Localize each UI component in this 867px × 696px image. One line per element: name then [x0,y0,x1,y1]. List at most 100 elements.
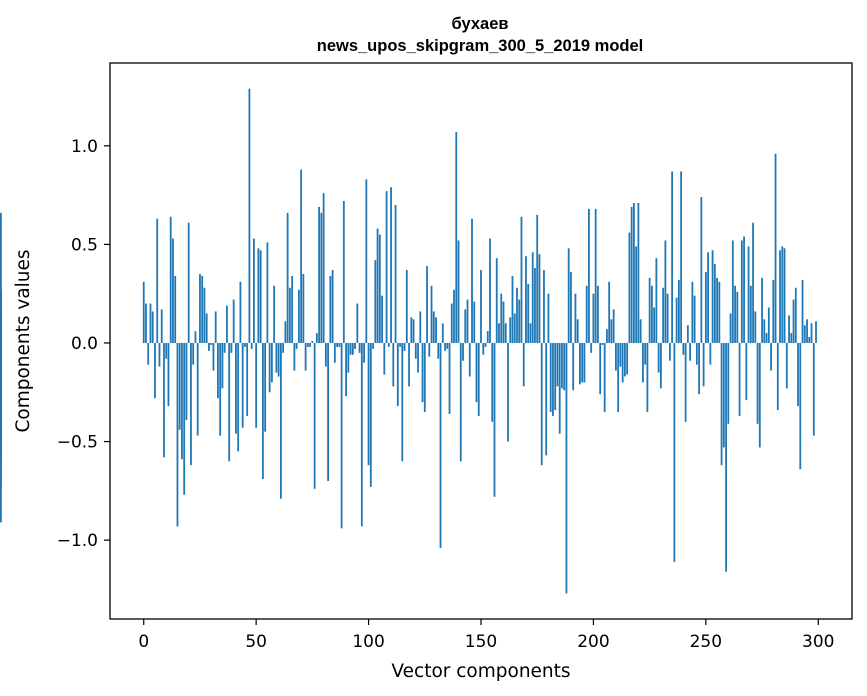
bar-component-151 [482,342,485,355]
plot-frame [109,62,853,620]
bar-component-152 [484,342,487,347]
bar-component-11 [167,342,170,407]
bar-component-217 [630,206,633,343]
bar-component-211 [617,342,620,412]
bar-component-150 [480,270,482,343]
bar-component-215 [626,342,629,375]
bar-component-133 [441,323,444,343]
bar-component-86 [336,342,338,347]
bar-component-77 [315,333,318,343]
bar-component-145 [468,342,471,377]
bar-component-6 [156,218,159,343]
bar-component-238 [677,279,680,343]
bar-component-299 [815,321,817,343]
bar-component-78 [318,206,321,343]
bar-component-232 [664,240,667,343]
bar-component-288 [790,333,793,343]
bar-component-174 [534,268,536,343]
bar-component-178 [543,270,545,343]
bar-component-40 [232,299,235,343]
bar-component-198 [588,208,590,343]
bar-component-212 [619,342,622,367]
bar-component-176 [538,254,541,343]
bar-component-138 [453,289,455,343]
bar-component-163 [509,317,512,343]
bar-component-172 [529,323,532,343]
bar-component-75 [311,341,314,343]
bar-component-18 [183,342,186,495]
bar-component-95 [356,303,359,343]
bar-component-132 [439,342,442,549]
bar-component-32 [214,311,217,343]
bar-component-109 [387,342,390,347]
bar-component-70 [300,169,303,343]
bar-component-147 [473,301,476,343]
bar-component-281 [774,153,777,343]
bar-component-92 [349,342,352,355]
bar-component-130 [435,317,437,343]
bar-component-185 [558,342,561,434]
bar-component-64 [286,212,289,343]
bar-component-63 [284,321,287,343]
bar-component-269 [747,246,750,343]
bar-component-214 [624,342,626,377]
bar-component-105 [378,234,381,343]
bar-component-149 [477,342,480,416]
bar-component-156 [493,342,496,497]
bar-component-236 [673,342,676,562]
bar-component-62 [282,342,285,353]
bar-component-175 [536,214,539,343]
x-tick-label: 200 [577,632,609,652]
bar-component-33 [217,342,219,399]
bar-component-233 [666,293,669,343]
bar-component-26 [201,275,204,343]
bar-component-112 [394,204,397,343]
bar-component-231 [662,287,665,343]
bar-component-208 [610,319,613,343]
bar-component-98 [363,342,365,363]
bar-component-202 [597,285,599,343]
bar-component-99 [365,179,368,343]
bar-component-240 [682,342,685,355]
bar-component-51 [257,248,260,343]
bar-component-126 [426,266,428,343]
bar-component-17 [181,342,183,460]
bar-component-41 [235,342,237,434]
bar-component-undefined [0,342,2,450]
bar-component-56 [268,342,271,393]
bar-component-283 [779,250,781,343]
bar-component-260 [727,342,730,424]
bar-component-131 [437,342,440,359]
y-axis-ticks: −1.0 −0.5 0.0 0.5 1.0 [57,137,110,551]
bar-component-9 [163,342,165,458]
x-tick-label: 50 [245,632,267,652]
bar-component-180 [547,293,550,343]
bar-component-194 [579,342,581,385]
bar-component-173 [531,252,534,343]
bar-component-267 [743,236,745,343]
bar-component-196 [583,342,586,383]
bar-component-39 [230,342,233,353]
bar-component-286 [785,342,788,389]
bar-component-7 [158,342,161,367]
bar-component-34 [219,342,222,436]
bar-component-219 [635,246,638,343]
bar-component-100 [367,342,370,466]
bar-component-1 [145,303,147,343]
bar-component-259 [725,342,727,572]
bar-component-90 [345,342,347,397]
bar-component-91 [347,342,350,373]
bar-component-123 [419,311,422,343]
bar-component-103 [374,260,377,343]
bar-component-201 [594,208,597,343]
bar-component-290 [794,287,797,343]
bar-component-60 [277,342,280,377]
bar-component-250 [704,271,707,343]
bar-component-222 [641,342,644,383]
bar-component-114 [399,342,401,347]
bar-component-270 [749,285,752,343]
x-tick-label: 0 [138,632,149,652]
bar-component-249 [702,342,705,387]
bar-component-2 [147,342,150,365]
bar-component-3 [149,303,152,343]
